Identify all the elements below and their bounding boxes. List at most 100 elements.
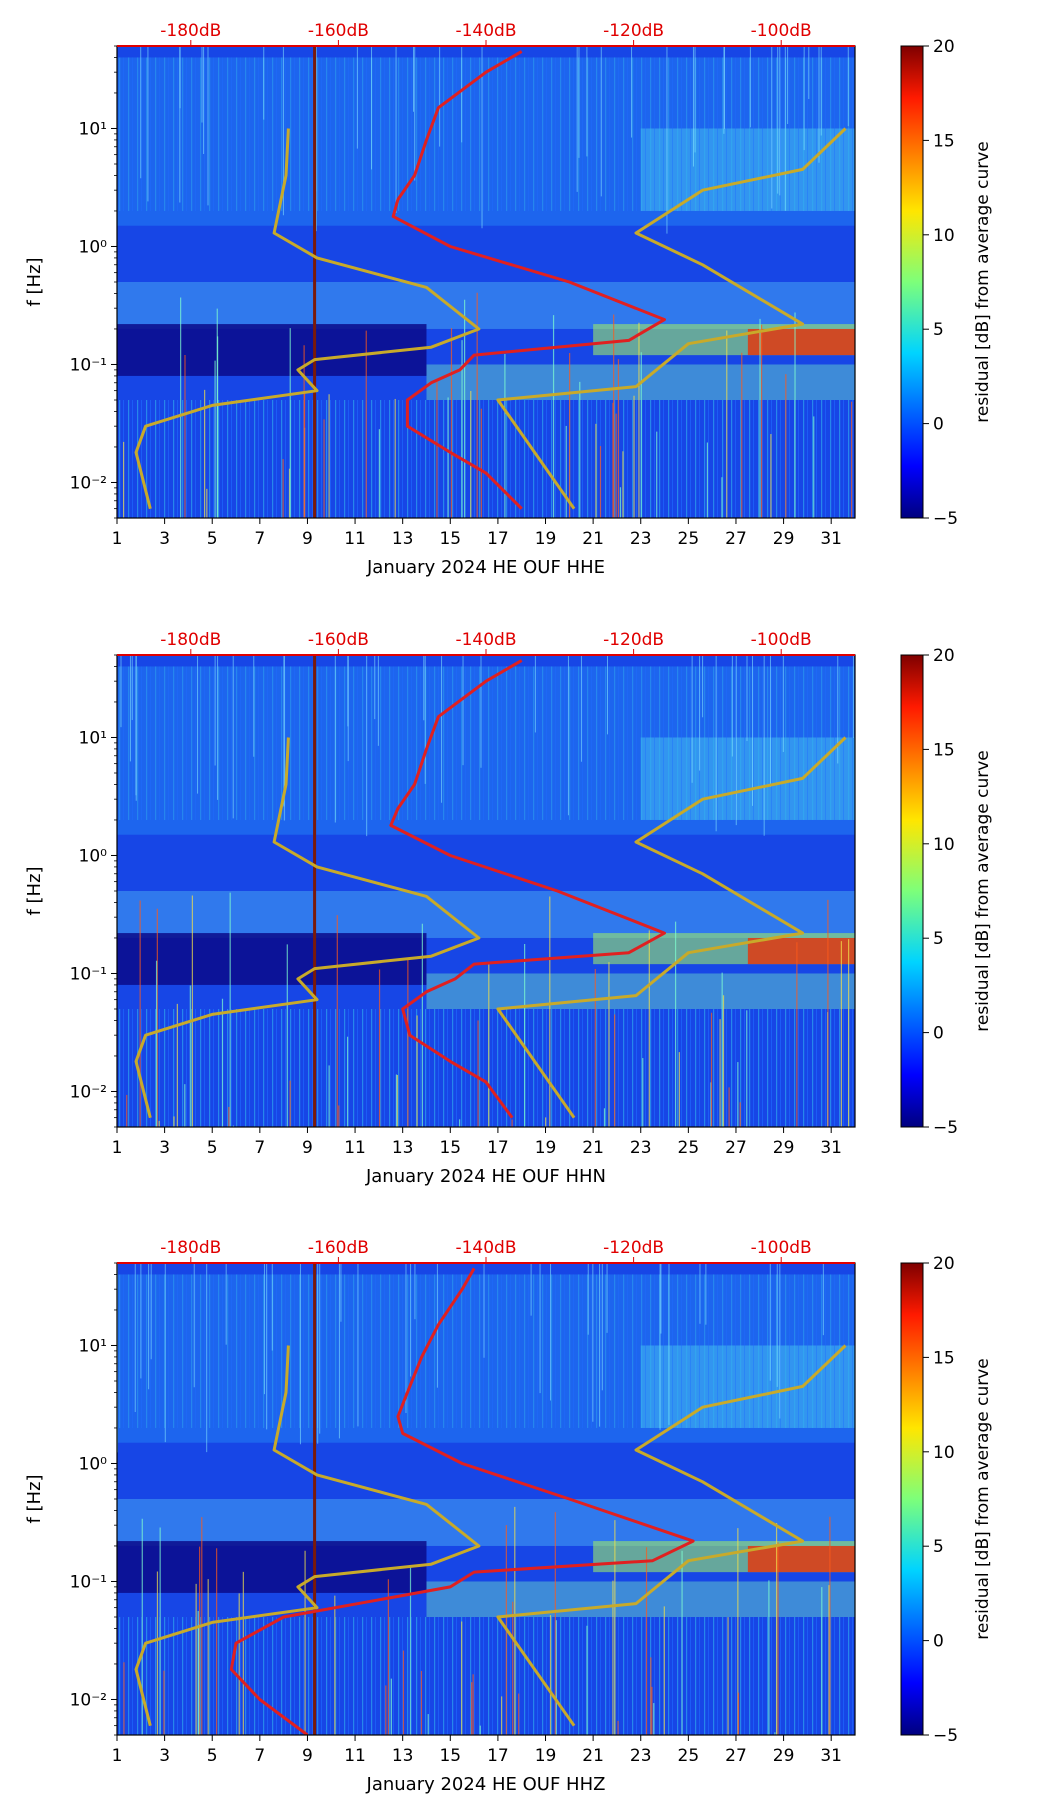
series-line-1 [134,1345,481,1727]
x-tick-label: 29 [773,1746,795,1766]
x-tick-label: 27 [725,529,747,549]
x-tick-label: 5 [207,1138,218,1158]
x-tick-label: 25 [678,1746,700,1766]
x-tick-label: 5 [207,529,218,549]
colorbar-tick-label: 0 [933,415,944,435]
plot-area [117,46,855,518]
heatmap-dark-region [117,324,427,376]
y-tick-label: 10⁻¹ [70,1572,107,1592]
series-line-3 [391,50,666,510]
colorbar-label: residual [dB] from average curve [973,141,993,422]
series-line-3 [389,659,666,1119]
plot-area [117,1263,855,1735]
y-tick-label: 10⁰ [79,846,108,866]
heatmap-stripes-high [117,666,855,820]
y-tick-label: 10⁻¹ [70,355,107,375]
y-tick-label: 10⁻² [70,1690,107,1710]
x-tick-label: 19 [535,529,557,549]
colorbar-tick-label: 0 [933,1632,944,1652]
top-db-label: -180dB [160,630,221,650]
top-db-label: -100dB [751,1238,812,1258]
colorbar [900,654,924,1128]
x-tick-label: 23 [630,1138,652,1158]
x-tick-label: 21 [582,1746,604,1766]
colorbar-tick-label: 15 [933,740,955,760]
y-tick-label: 10⁰ [79,1454,108,1474]
x-tick-label: 21 [582,1138,604,1158]
colorbar [900,1262,924,1736]
colorbar-tick-label: 20 [933,37,955,57]
y-tick-label: 10¹ [79,1336,107,1356]
top-db-label: -140dB [455,1238,516,1258]
top-db-label: -180dB [160,1238,221,1258]
x-tick-label: 25 [678,529,700,549]
colorbar-tick-label: 5 [933,320,944,340]
x-tick-label: 17 [487,1138,509,1158]
series-line-3 [229,1267,695,1735]
x-axis-label: January 2024 HE OUF HHE [366,557,605,578]
panel-1: 1 3 5 7 9 11 13 15 17 19 21 23 25 27 29 3110⁻²10⁻¹10⁰10… [24,21,993,578]
panel-3: 1 3 5 7 9 11 13 15 17 19 21 23 25 27 29 3110⁻²10⁻¹10⁰10… [24,1238,993,1795]
top-db-label: -120dB [603,630,664,650]
panel-2: 1 3 5 7 9 11 13 15 17 19 21 23 25 27 29 3110⁻²10⁻¹10⁰10… [24,630,993,1187]
heatmap-hot-spot [747,1545,855,1573]
heatmap-band-mid [117,1499,855,1546]
plot-area [117,655,855,1127]
colorbar [900,45,924,519]
x-tick-label: 15 [439,1138,461,1158]
series-line-2 [496,736,847,1119]
colorbar-label: residual [dB] from average curve [973,1358,993,1639]
x-tick-label: 29 [773,529,795,549]
x-tick-label: 9 [302,1138,313,1158]
x-tick-label: 13 [392,529,414,549]
x-tick-label: 31 [820,1746,842,1766]
x-tick-label: 1 [112,1746,123,1766]
colorbar-tick-label: 15 [933,131,955,151]
x-tick-label: 1 [112,1138,123,1158]
colorbar-tick-label: 10 [933,1443,955,1463]
x-tick-label: 3 [159,1138,170,1158]
colorbar-tick-label: 0 [933,1024,944,1044]
y-tick-label: 10⁻² [70,473,107,493]
series-line-2 [496,127,847,510]
x-tick-label: 17 [487,529,509,549]
heatmap-dark-region [117,1541,427,1593]
top-db-label: -100dB [751,630,812,650]
top-db-label: -160dB [308,630,369,650]
x-tick-label: 11 [344,1746,366,1766]
x-tick-label: 21 [582,529,604,549]
heatmap-hot-spot [747,328,855,356]
x-tick-label: 19 [535,1746,557,1766]
y-axis-label: f [Hz] [24,257,45,306]
top-db-label: -160dB [308,21,369,41]
heatmap-stripes [117,400,855,518]
x-tick-label: 27 [725,1746,747,1766]
heatmap-band-mid [117,891,855,938]
top-db-label: -120dB [603,1238,664,1258]
heatmap-dark-region [117,933,427,985]
x-axis-label: January 2024 HE OUF HHZ [366,1774,606,1795]
colorbar-label: residual [dB] from average curve [973,750,993,1031]
y-tick-label: 10¹ [79,728,107,748]
heatmap-stripes-high [117,57,855,211]
x-tick-label: 3 [159,529,170,549]
x-tick-label: 9 [302,529,313,549]
colorbar-tick-label: 5 [933,1537,944,1557]
colorbar-tick-label: −5 [933,1118,958,1138]
x-tick-label: 19 [535,1138,557,1158]
heatmap-band-mid [117,282,855,329]
x-tick-label: 13 [392,1746,414,1766]
y-tick-label: 10¹ [79,119,107,139]
top-db-label: -140dB [455,21,516,41]
x-tick-label: 23 [630,1746,652,1766]
heatmap-stripes [117,1009,855,1127]
x-tick-label: 13 [392,1138,414,1158]
colorbar-tick-label: 15 [933,1348,955,1368]
x-tick-label: 3 [159,1746,170,1766]
y-axis-label: f [Hz] [24,1474,45,1523]
heatmap-hot-spot [747,937,855,965]
x-tick-label: 9 [302,1746,313,1766]
y-tick-label: 10⁰ [79,237,108,257]
colorbar-tick-label: 10 [933,226,955,246]
